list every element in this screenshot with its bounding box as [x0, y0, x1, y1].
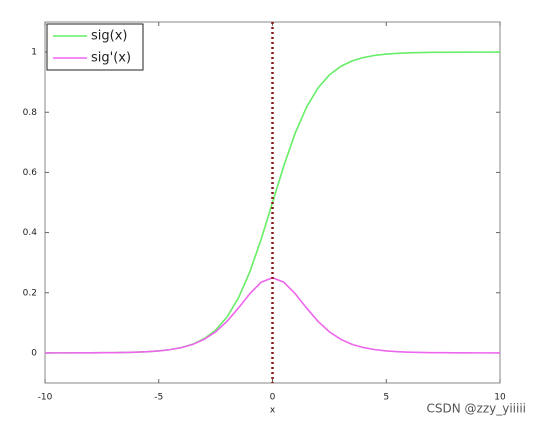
x-axis-label: x [270, 406, 276, 416]
legend-label: sig'(x) [91, 51, 131, 66]
y-tick-label: 0.6 [23, 168, 38, 178]
x-tick-label: -5 [154, 393, 163, 403]
y-tick-label: 0.4 [23, 228, 38, 238]
x-tick-label: -10 [38, 393, 53, 403]
y-tick-label: 1 [31, 48, 37, 58]
legend-box [46, 23, 144, 71]
x-tick-label: 10 [494, 393, 506, 403]
y-tick-label: 0.2 [23, 288, 37, 298]
x-tick-label: 5 [383, 393, 389, 403]
y-tick-label: 0.8 [23, 108, 38, 118]
y-tick-label: 0 [31, 348, 37, 358]
x-tick-label: 0 [270, 393, 276, 403]
legend-label: sig(x) [91, 29, 127, 44]
legend: sig(x) sig'(x) [46, 23, 144, 71]
watermark: CSDN @zzy_yiiiii [427, 402, 527, 416]
